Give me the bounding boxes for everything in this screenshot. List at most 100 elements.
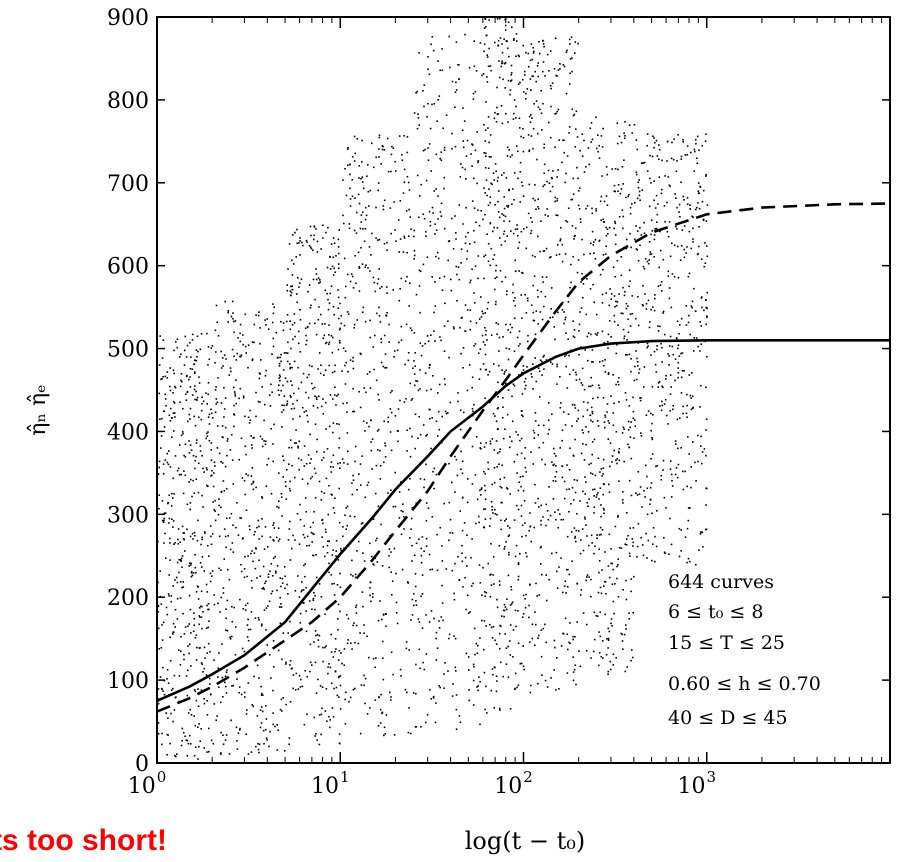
scatter-point xyxy=(526,555,528,558)
scatter-point xyxy=(201,556,204,558)
scatter-point xyxy=(371,142,373,145)
scatter-point xyxy=(661,400,663,403)
scatter-point xyxy=(610,618,613,620)
scatter-point xyxy=(595,210,597,212)
scatter-point xyxy=(484,18,487,20)
scatter-point xyxy=(280,496,283,498)
scatter-point xyxy=(173,543,175,545)
scatter-point xyxy=(209,693,212,696)
scatter-point xyxy=(680,245,683,247)
scatter-point xyxy=(682,488,685,491)
scatter-point xyxy=(206,699,208,702)
scatter-point xyxy=(568,132,570,134)
scatter-point xyxy=(408,707,410,709)
scatter-point xyxy=(603,512,605,515)
scatter-point xyxy=(472,98,475,100)
scatter-point xyxy=(540,519,542,522)
scatter-point xyxy=(640,432,642,434)
scatter-point xyxy=(510,230,512,232)
scatter-point xyxy=(378,696,380,699)
scatter-point xyxy=(304,327,307,329)
scatter-point xyxy=(292,403,294,405)
scatter-point xyxy=(567,301,570,303)
scatter-point xyxy=(378,306,380,309)
scatter-point xyxy=(250,483,253,485)
scatter-point xyxy=(575,529,578,532)
scatter-point xyxy=(556,365,558,368)
scatter-point xyxy=(496,333,498,335)
scatter-point xyxy=(383,334,386,337)
scatter-point xyxy=(533,275,536,277)
scatter-point xyxy=(258,751,260,754)
scatter-point xyxy=(573,668,576,671)
scatter-point xyxy=(625,196,627,199)
scatter-point xyxy=(220,506,222,509)
scatter-point xyxy=(232,551,235,553)
scatter-point xyxy=(310,477,312,480)
scatter-point xyxy=(620,312,623,315)
scatter-point xyxy=(324,289,327,292)
scatter-point xyxy=(500,501,502,504)
scatter-point xyxy=(268,600,271,603)
scatter-point xyxy=(406,175,409,178)
scatter-point xyxy=(403,237,406,239)
scatter-point xyxy=(337,659,340,661)
scatter-point xyxy=(260,359,262,361)
scatter-point xyxy=(425,435,427,437)
scatter-point xyxy=(612,412,615,414)
scatter-point xyxy=(169,389,172,392)
scatter-point xyxy=(226,517,228,520)
scatter-point xyxy=(283,352,286,354)
scatter-point xyxy=(191,339,194,341)
scatter-point xyxy=(229,636,231,638)
scatter-point xyxy=(280,389,282,392)
scatter-point xyxy=(427,68,429,71)
scatter-point xyxy=(591,542,593,544)
scatter-point xyxy=(611,168,613,170)
scatter-point xyxy=(506,155,509,157)
scatter-point xyxy=(684,470,686,473)
scatter-point xyxy=(206,468,208,471)
scatter-point xyxy=(180,473,182,476)
scatter-point xyxy=(571,486,574,489)
scatter-point xyxy=(681,352,684,354)
scatter-point xyxy=(575,373,578,376)
scatter-point xyxy=(488,370,491,373)
scatter-point xyxy=(244,493,247,496)
scatter-point xyxy=(327,308,330,311)
scatter-point xyxy=(524,293,526,296)
scatter-point xyxy=(415,600,417,602)
scatter-point xyxy=(455,81,457,84)
scatter-point xyxy=(581,272,583,275)
scatter-point xyxy=(277,357,279,359)
scatter-point xyxy=(645,303,648,305)
scatter-point xyxy=(624,670,627,673)
scatter-point xyxy=(425,389,428,392)
scatter-point xyxy=(189,407,192,410)
scatter-point xyxy=(338,742,341,745)
scatter-point xyxy=(175,576,178,579)
scatter-point xyxy=(457,400,459,403)
scatter-point xyxy=(612,424,615,427)
scatter-point xyxy=(278,500,280,502)
scatter-point xyxy=(493,449,496,451)
scatter-point xyxy=(503,172,505,174)
scatter-point xyxy=(598,240,600,242)
scatter-point xyxy=(524,466,527,469)
scatter-point xyxy=(339,467,341,469)
scatter-point xyxy=(525,51,527,54)
scatter-point xyxy=(329,726,331,729)
scatter-point xyxy=(363,674,365,677)
scatter-point xyxy=(312,597,315,600)
scatter-point xyxy=(306,325,309,328)
scatter-point xyxy=(170,712,172,715)
scatter-point xyxy=(530,232,532,235)
scatter-point xyxy=(563,411,565,413)
scatter-point xyxy=(427,507,430,510)
scatter-point xyxy=(497,45,500,47)
scatter-point xyxy=(233,391,236,393)
scatter-point xyxy=(693,337,696,339)
scatter-point xyxy=(513,39,515,41)
scatter-point xyxy=(455,670,457,672)
scatter-point xyxy=(603,421,606,423)
